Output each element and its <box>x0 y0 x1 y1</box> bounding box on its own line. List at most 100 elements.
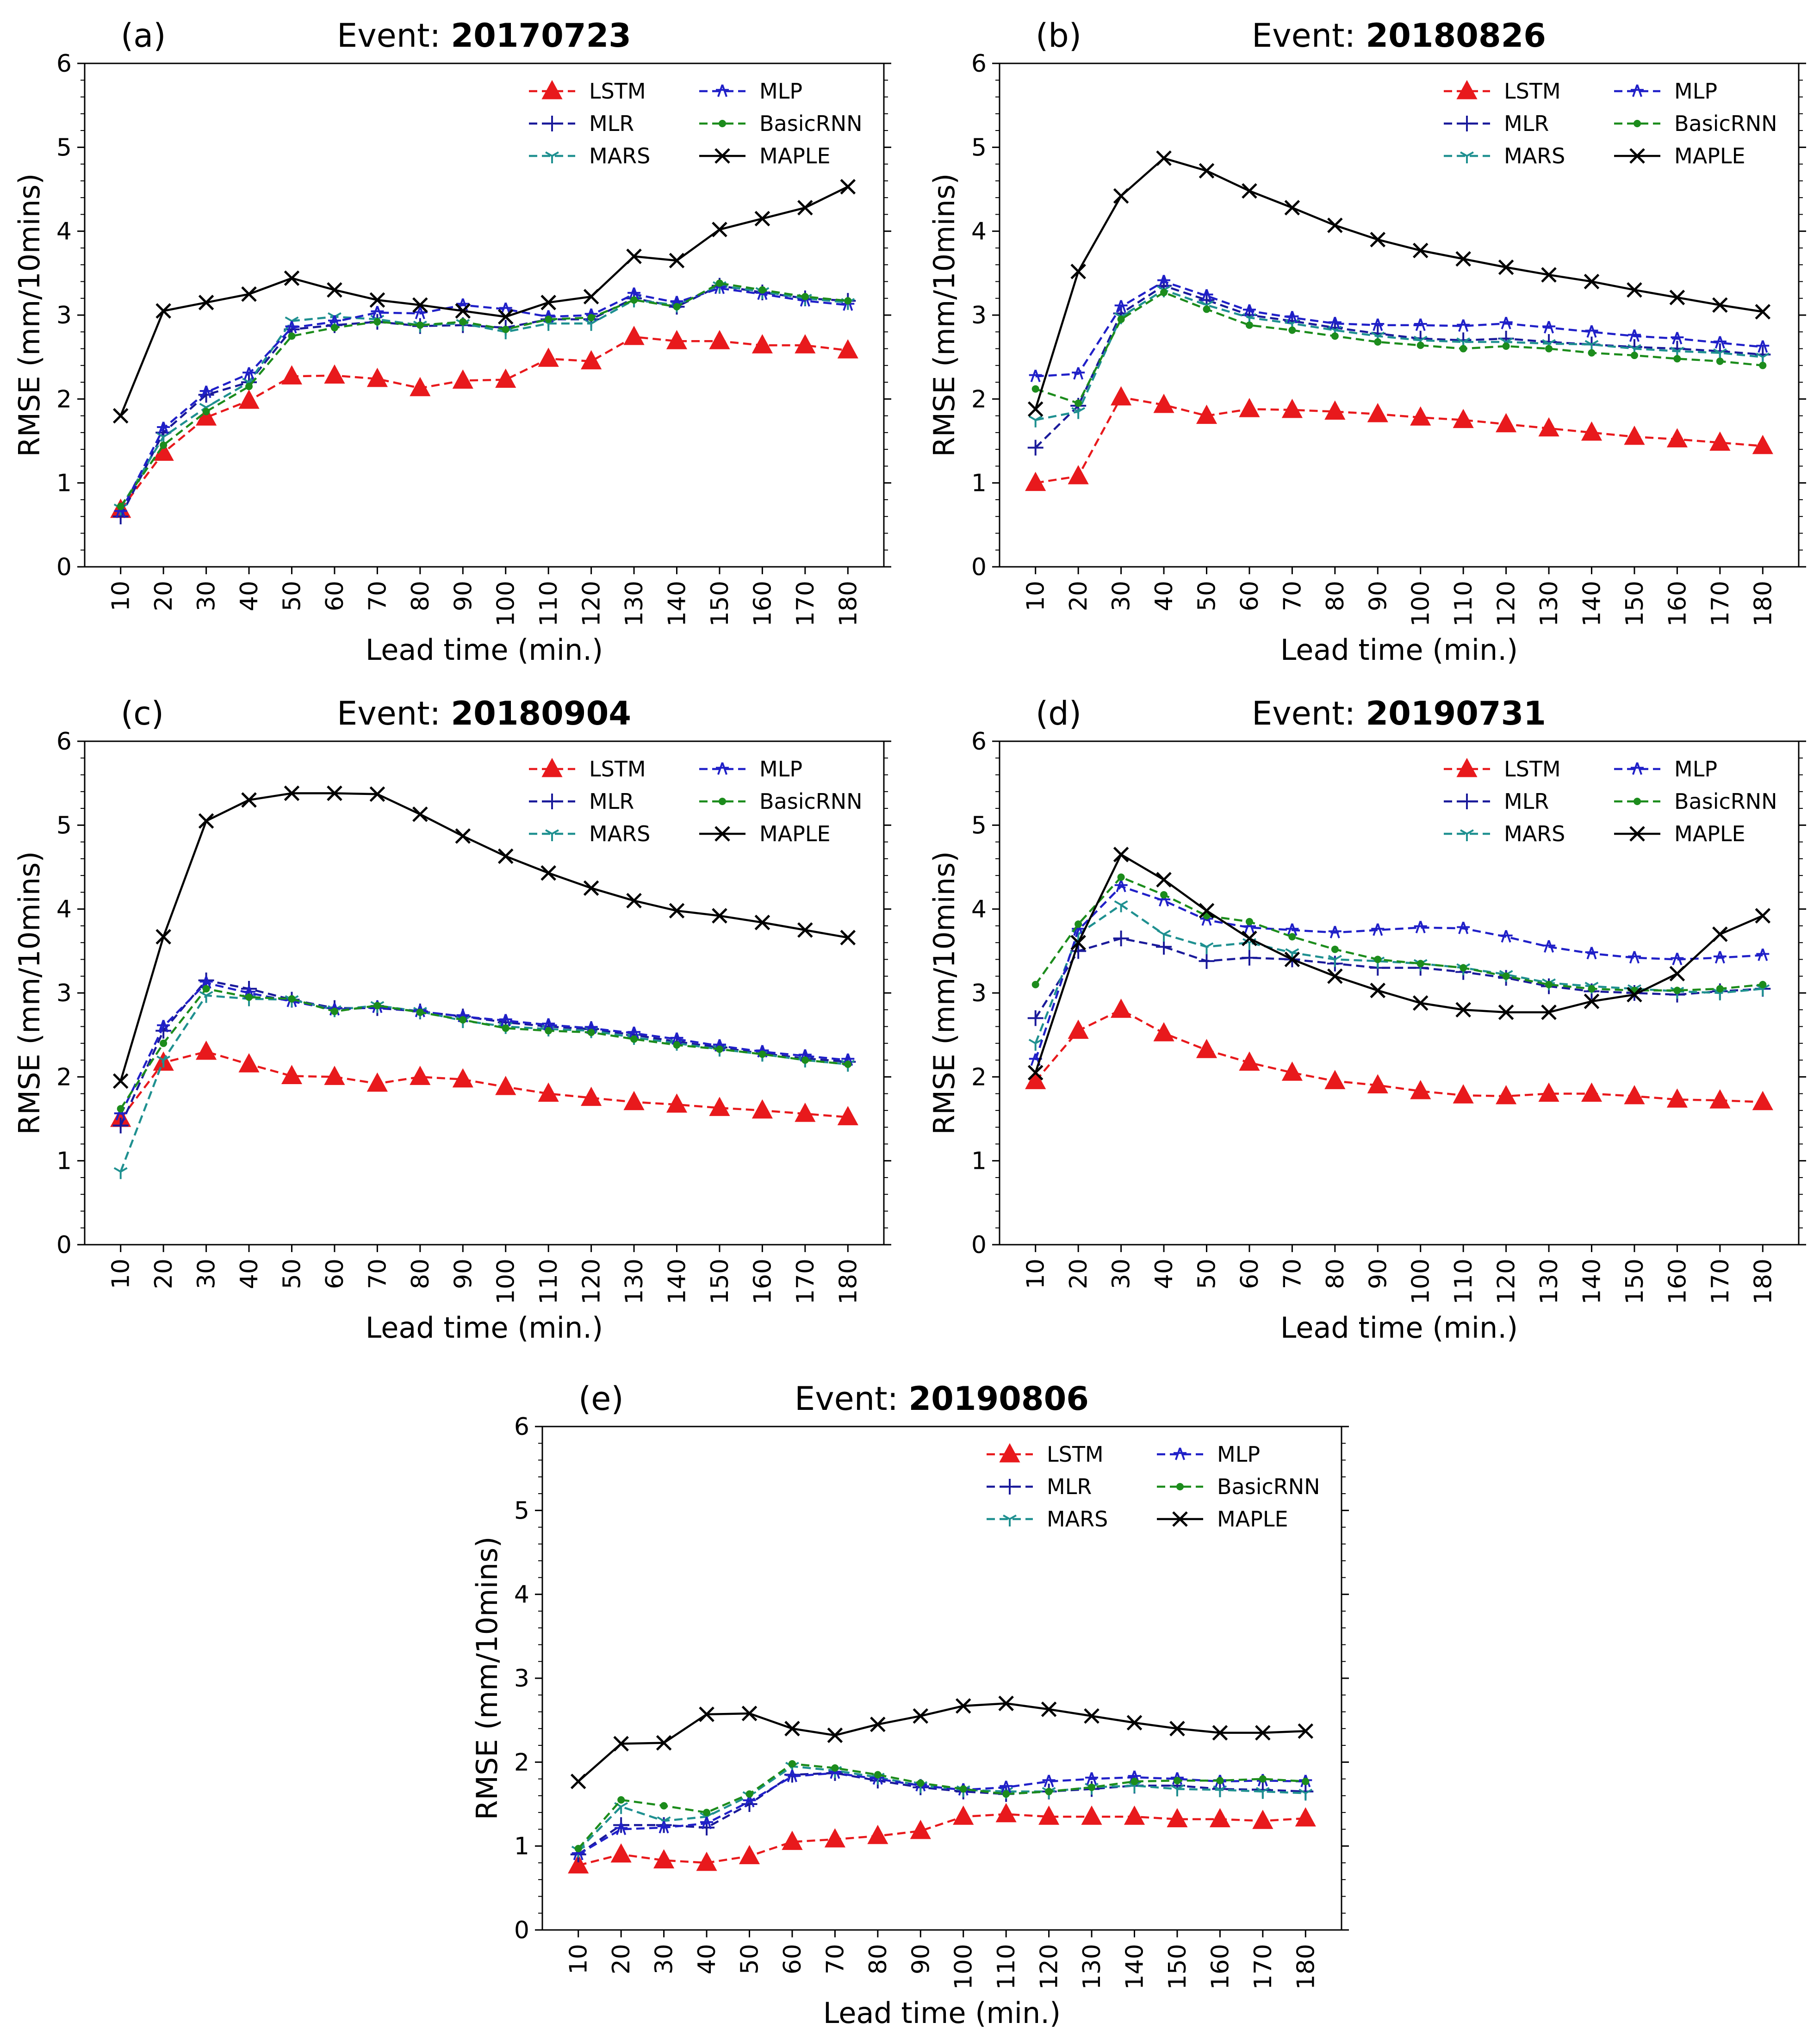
x-tick-label: 170 <box>1707 1259 1734 1304</box>
data-point-lstm <box>696 1851 717 1871</box>
marker-triangle <box>1410 406 1431 426</box>
data-point-mlp <box>1627 329 1641 342</box>
marker-triangle <box>1367 1074 1388 1093</box>
legend-label: MLP <box>1674 757 1717 782</box>
marker-triangle <box>1153 1022 1174 1042</box>
legend-label: MLR <box>1504 789 1549 814</box>
x-tick-label: 100 <box>950 1944 978 1990</box>
data-point-lstm <box>1666 1088 1688 1108</box>
legend-label: MLP <box>1217 1442 1260 1467</box>
data-point-lstm <box>538 1082 559 1102</box>
marker-tri-c <box>1334 955 1342 961</box>
x-tick-label: 20 <box>608 1944 635 1974</box>
data-point-maple <box>1498 1004 1514 1020</box>
marker-dot <box>1716 985 1724 993</box>
marker-star-c <box>162 422 169 434</box>
data-point-maple <box>1113 188 1129 204</box>
marker-x-b <box>1172 1511 1188 1527</box>
data-point-maple <box>1627 282 1642 298</box>
marker-star-c <box>1634 329 1640 342</box>
data-point-mlp <box>1328 925 1342 939</box>
data-point-maple <box>369 292 385 308</box>
data-point-maple <box>583 289 599 304</box>
y-tick-label: 3 <box>971 980 987 1007</box>
data-point-basicrnn <box>788 1760 796 1768</box>
marker-star-c <box>1163 274 1169 288</box>
data-point-mlr <box>112 1117 129 1134</box>
marker-star-b <box>1544 321 1550 334</box>
marker-x-b <box>784 1721 800 1737</box>
data-point-mlp <box>1542 940 1556 953</box>
data-point-basicrnn <box>630 296 638 304</box>
y-tick-label: 6 <box>514 1413 529 1441</box>
marker-star-b <box>1329 316 1336 329</box>
data-point-basicrnn <box>416 321 424 329</box>
marker-tri-c <box>291 316 299 322</box>
marker-triangle <box>752 334 773 354</box>
data-point-maple <box>712 222 727 237</box>
x-tick-label: 140 <box>664 581 691 627</box>
marker-tri-b <box>1328 955 1335 961</box>
marker-dot <box>1416 341 1424 349</box>
data-point-mlp <box>1114 880 1128 893</box>
marker-tri-c <box>552 151 559 157</box>
legend-label: BasicRNN <box>1217 1474 1320 1499</box>
marker-dot <box>1673 355 1681 363</box>
data-point-basicrnn <box>715 279 723 287</box>
data-point-maple <box>1755 304 1771 320</box>
legend-item-lstm: LSTM <box>1444 79 1561 104</box>
data-point-mlp <box>785 1769 799 1782</box>
marker-star-b <box>1586 947 1593 960</box>
data-point-lstm <box>795 1103 816 1122</box>
data-point-mlp <box>413 306 427 319</box>
data-point-lstm <box>1153 1022 1174 1042</box>
data-point-maple <box>699 1706 714 1722</box>
marker-triangle <box>709 1097 730 1116</box>
x-tick-label: 180 <box>1292 1944 1320 1990</box>
data-point-mlp <box>499 1014 512 1027</box>
marker-star-b <box>1329 925 1336 939</box>
x-tick-label: 130 <box>1535 1259 1563 1304</box>
data-point-basicrnn <box>1374 338 1382 346</box>
marker-tri-b <box>1157 930 1165 935</box>
marker-x-b <box>797 200 813 216</box>
marker-tri-b <box>1413 335 1421 341</box>
marker-tri-b <box>584 319 592 324</box>
data-point-mlp <box>1756 948 1770 961</box>
x-tick-label: 110 <box>1450 581 1478 627</box>
y-axis-title: RMSE (mm/10mins) <box>927 851 961 1135</box>
x-tick-label: 80 <box>1322 1259 1349 1289</box>
x-tick-label: 70 <box>821 1944 849 1974</box>
marker-dot <box>1031 385 1039 393</box>
data-point-basicrnn <box>1460 345 1467 353</box>
x-tick-label: 130 <box>621 581 648 627</box>
marker-star-c <box>291 321 297 334</box>
marker-triangle <box>581 1086 602 1106</box>
marker-star-c <box>419 306 425 319</box>
marker-star-c <box>1005 1780 1012 1793</box>
legend-item-mlp: MLP <box>1614 757 1717 782</box>
marker-star-b <box>671 1032 678 1045</box>
marker-star-b <box>1373 318 1379 331</box>
data-point-maple <box>1041 1701 1057 1717</box>
series-line-lstm <box>578 1813 1306 1867</box>
marker-star-c <box>334 315 340 328</box>
marker-star-b <box>1501 930 1507 943</box>
marker-dot <box>1673 986 1681 994</box>
marker-x-b <box>1627 986 1642 1003</box>
legend: LSTM MLR MARS MLP BasicRNN MAPLE <box>1444 79 1777 168</box>
marker-x-b <box>1541 267 1557 283</box>
data-point-basicrnn <box>574 1845 582 1853</box>
data-point-lstm <box>1252 1810 1273 1829</box>
data-point-lstm <box>1068 465 1089 484</box>
marker-star-c <box>504 1014 511 1027</box>
marker-star-b <box>286 321 293 334</box>
y-tick-label: 1 <box>56 470 72 497</box>
legend-item-basicrnn: BasicRNN <box>699 789 863 814</box>
legend-item-mlr: MLR <box>1444 789 1549 814</box>
marker-dot <box>1302 1778 1310 1786</box>
legend: LSTM MLR MARS MLP BasicRNN MAPLE <box>1444 757 1777 846</box>
marker-triangle <box>410 377 431 397</box>
marker-dot <box>1160 891 1168 899</box>
marker-star-b <box>1672 952 1678 966</box>
